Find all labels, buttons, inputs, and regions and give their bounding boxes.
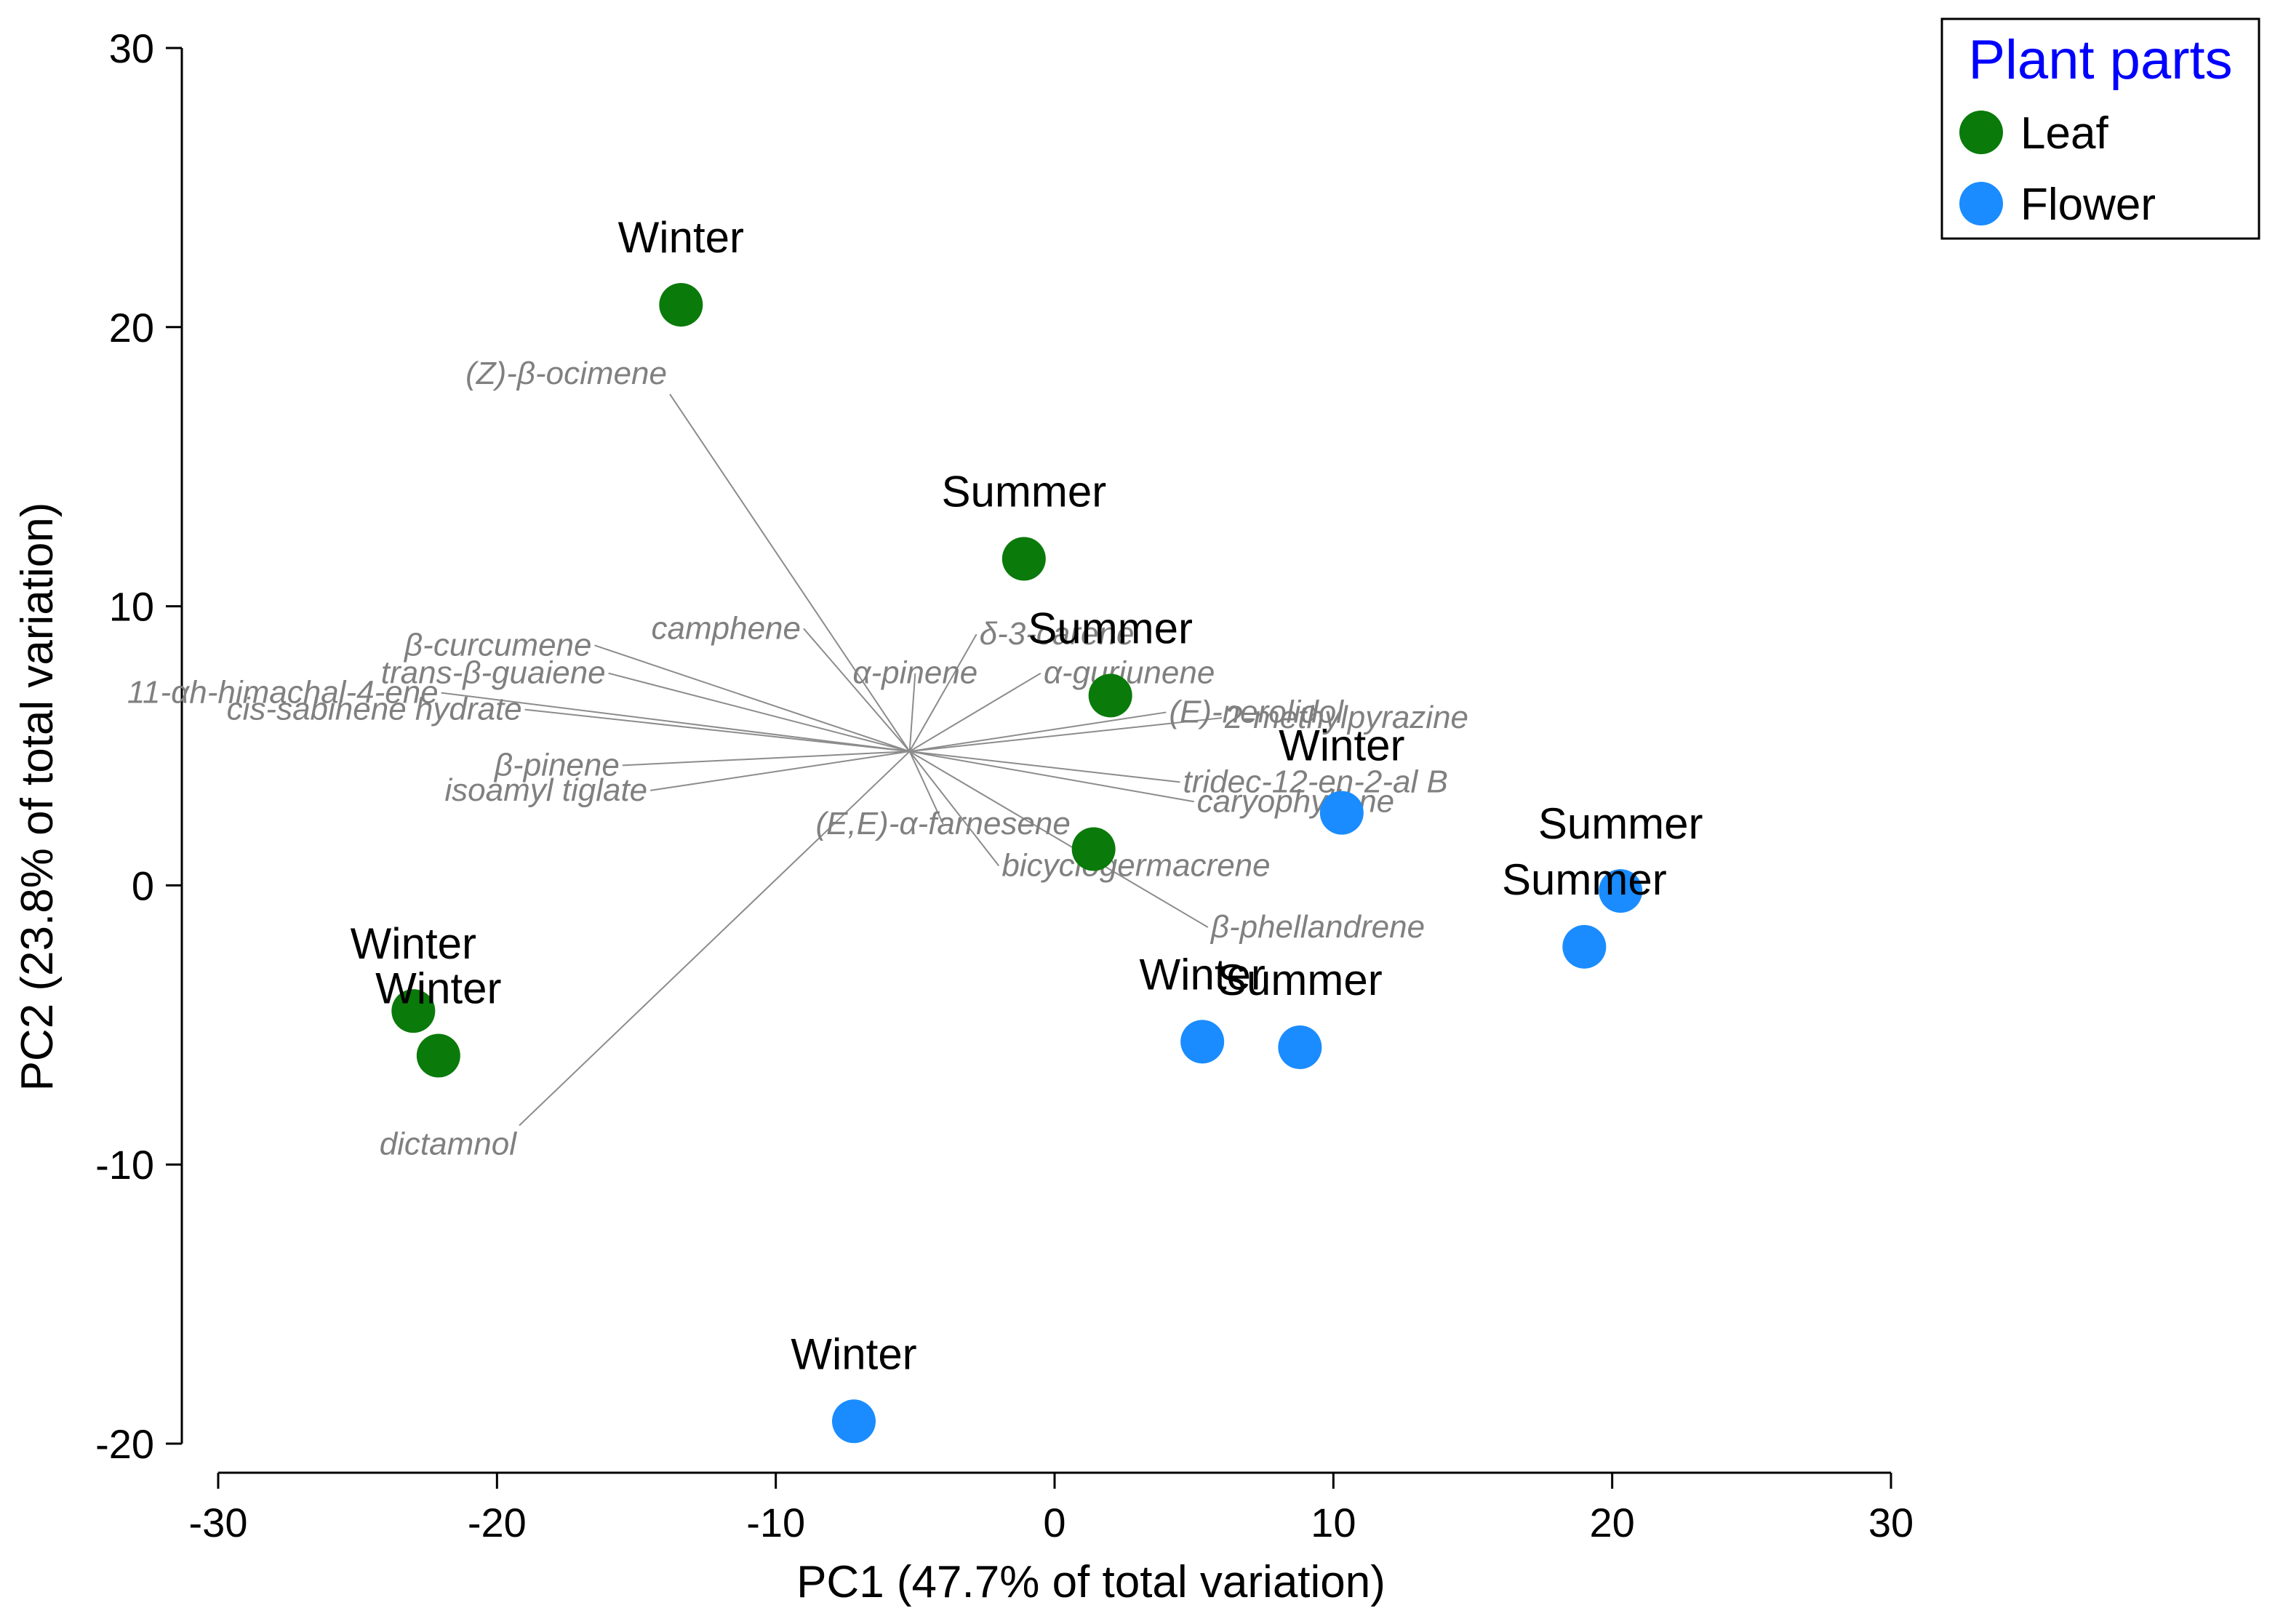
point-label: Winter bbox=[351, 919, 476, 968]
loading-vector bbox=[909, 717, 1223, 753]
point-label: Summer bbox=[941, 467, 1106, 516]
y-tick-label: 10 bbox=[109, 584, 154, 630]
y-tick-label: 0 bbox=[132, 863, 154, 908]
loading-vector bbox=[669, 393, 911, 752]
score-point-leaf bbox=[1088, 673, 1132, 718]
loading-vector bbox=[909, 751, 1209, 928]
legend: Plant parts Leaf Flower bbox=[1940, 17, 2260, 240]
x-tick-label: 20 bbox=[1590, 1500, 1635, 1545]
point-labels: WinterSummerSummerWinterWinterWinterSumm… bbox=[351, 213, 1703, 1378]
point-label: Summer bbox=[1028, 604, 1193, 652]
loading-label: dictamnol bbox=[380, 1126, 518, 1161]
y-axis-title: PC2 (23.8% of total variation) bbox=[12, 503, 63, 1092]
point-label: Summer bbox=[1218, 956, 1383, 1004]
loading-label: camphene bbox=[652, 610, 801, 646]
loading-label: α-pinene bbox=[852, 655, 977, 691]
loading-label: tridec-12-en-2-al B bbox=[1183, 764, 1448, 799]
loading-vector bbox=[908, 751, 944, 825]
score-point-leaf bbox=[391, 989, 436, 1033]
point-label: Winter bbox=[1279, 721, 1404, 770]
legend-label-flower: Flower bbox=[2020, 180, 2156, 230]
loading-vector bbox=[803, 628, 911, 752]
loading-vector bbox=[908, 751, 1000, 867]
loading-label: isoamyl tiglate bbox=[444, 772, 647, 808]
legend-label-leaf: Leaf bbox=[2020, 108, 2108, 159]
score-point-leaf bbox=[659, 283, 703, 327]
y-tick-label: 30 bbox=[109, 25, 154, 71]
loading-vector bbox=[622, 751, 910, 767]
loading-label: (E,E)-α-farnesene bbox=[816, 806, 1071, 841]
x-tick-label: -20 bbox=[468, 1500, 527, 1545]
loading-label: (Z)-β-ocimene bbox=[465, 356, 667, 391]
loading-label: δ-3-carene bbox=[980, 616, 1135, 652]
x-tick-label: 10 bbox=[1311, 1500, 1356, 1545]
loading-label: 11-αh-himachal-4-ene bbox=[127, 675, 439, 711]
loading-vector bbox=[594, 644, 910, 753]
loading-label: cis-sabinene hydrate bbox=[227, 692, 522, 727]
loading-vector bbox=[909, 711, 1167, 753]
loading-vector bbox=[909, 751, 1194, 803]
x-tick-label: 30 bbox=[1868, 1500, 1914, 1545]
point-label: Winter bbox=[1139, 950, 1265, 999]
loading-vector bbox=[441, 692, 910, 753]
loading-vector bbox=[908, 673, 916, 752]
loading-vector bbox=[908, 633, 977, 752]
point-label: Winter bbox=[375, 964, 501, 1013]
point-label: Winter bbox=[791, 1329, 916, 1378]
loading-vectors: (Z)-β-ocimene dictamnol β-phellandrene camp… bbox=[127, 356, 1468, 1162]
loading-label: β-phellandrene bbox=[1210, 909, 1425, 945]
legend-marker-leaf bbox=[1959, 111, 2003, 154]
score-point-leaf bbox=[1071, 827, 1116, 871]
loading-label: bicyclogermacrene bbox=[1001, 848, 1270, 884]
legend-title: Plant parts bbox=[1968, 29, 2232, 91]
loading-label: (E)-nerolidol bbox=[1169, 694, 1344, 729]
y-tick-label: -20 bbox=[95, 1421, 154, 1467]
point-label: Summer bbox=[1538, 799, 1703, 848]
loading-vector bbox=[519, 751, 911, 1127]
score-point-flower bbox=[832, 1399, 876, 1444]
y-tick-label: -10 bbox=[95, 1142, 154, 1188]
score-point-leaf bbox=[416, 1033, 460, 1078]
point-label: Winter bbox=[618, 213, 744, 262]
score-point-leaf bbox=[1001, 537, 1046, 581]
loading-vector bbox=[909, 751, 1180, 783]
score-point-flower bbox=[1278, 1025, 1322, 1070]
score-point-flower bbox=[1180, 1020, 1225, 1064]
loading-label: β-pinene bbox=[493, 747, 620, 783]
axes: -30 -20 -10 0 10 20 30 PC1 (47.7% of total vari… bbox=[12, 25, 1914, 1607]
score-point-flower bbox=[1599, 869, 1643, 913]
point-label: Summer bbox=[1502, 855, 1667, 904]
score-point-flower bbox=[1319, 791, 1364, 835]
x-tick-label: -30 bbox=[189, 1500, 248, 1545]
loading-label: trans-β-guaiene bbox=[381, 655, 606, 691]
x-axis-title: PC1 (47.7% of total variation) bbox=[796, 1557, 1386, 1607]
x-tick-label: -10 bbox=[746, 1500, 805, 1545]
loading-vector bbox=[524, 708, 910, 753]
loading-vector bbox=[608, 672, 910, 753]
loading-label: β-curcumene bbox=[403, 627, 591, 663]
y-tick-label: 20 bbox=[109, 305, 154, 351]
x-tick-label: 0 bbox=[1043, 1500, 1065, 1545]
loading-label: 2-methylpyrazine bbox=[1224, 700, 1468, 735]
score-point-flower bbox=[1562, 924, 1607, 969]
score-points bbox=[391, 283, 1643, 1444]
legend-marker-flower bbox=[1959, 182, 2003, 225]
loading-vector bbox=[650, 751, 910, 791]
loading-vector bbox=[909, 672, 1041, 753]
loading-label: caryophyllene bbox=[1197, 783, 1395, 819]
